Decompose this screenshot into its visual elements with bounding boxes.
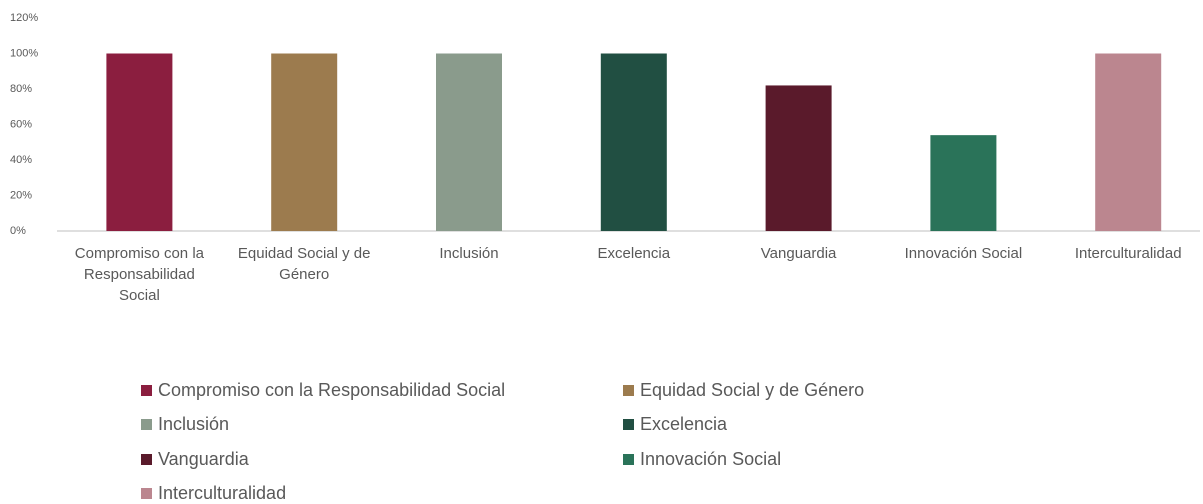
bar: [436, 53, 502, 231]
y-tick-label: 100%: [10, 47, 38, 59]
legend-swatch: [623, 419, 634, 430]
legend-label: Equidad Social y de Género: [640, 379, 865, 400]
legend-label: Inclusión: [158, 414, 230, 434]
legend-item: Innovación Social: [623, 447, 781, 471]
y-tick-label: 20%: [10, 189, 32, 201]
x-tick-label: Excelencia: [597, 245, 671, 262]
x-tick-label: Interculturalidad: [1074, 245, 1182, 262]
legend-label: Compromiso con la Responsabilidad Social: [158, 379, 506, 400]
y-tick-label: 80%: [10, 83, 32, 95]
y-tick-label: 0%: [10, 225, 26, 237]
x-tick-label: Compromiso con la Responsabilidad Social: [74, 245, 204, 304]
legend-swatch: [141, 488, 152, 499]
legend-label: Interculturalidad: [158, 483, 287, 503]
legend-swatch: [141, 384, 152, 396]
y-tick-label: 60%: [10, 118, 32, 130]
bar: [765, 85, 832, 231]
bar: [1095, 53, 1162, 231]
bar: [930, 135, 997, 231]
legend-swatch: [141, 453, 152, 465]
x-tick-label: Equidad Social y de Género: [237, 245, 371, 283]
legend-item: Compromiso con la Responsabilidad Social: [141, 378, 505, 402]
legend-item: Vanguardia: [141, 447, 249, 471]
legend-swatch: [623, 384, 634, 396]
bar: [600, 53, 667, 231]
legend-item: Equidad Social y de Género: [623, 378, 864, 402]
bar: [271, 53, 338, 231]
y-tick-label: 120%: [10, 12, 38, 24]
legend-item: Interculturalidad: [141, 482, 286, 504]
bar: [106, 53, 173, 231]
legend-item: Excelencia: [623, 413, 727, 437]
x-tick-label: Innovación Social: [904, 245, 1023, 262]
y-tick-label: 40%: [10, 154, 32, 166]
legend-swatch: [623, 453, 634, 465]
legend-label: Vanguardia: [158, 448, 249, 469]
legend-label: Innovación Social: [640, 448, 782, 469]
legend-item: Inclusión: [141, 413, 229, 437]
x-tick-label: Vanguardia: [760, 245, 837, 262]
x-tick-label: Inclusión: [439, 245, 499, 262]
legend-label: Excelencia: [640, 414, 728, 434]
legend-swatch: [141, 419, 152, 430]
